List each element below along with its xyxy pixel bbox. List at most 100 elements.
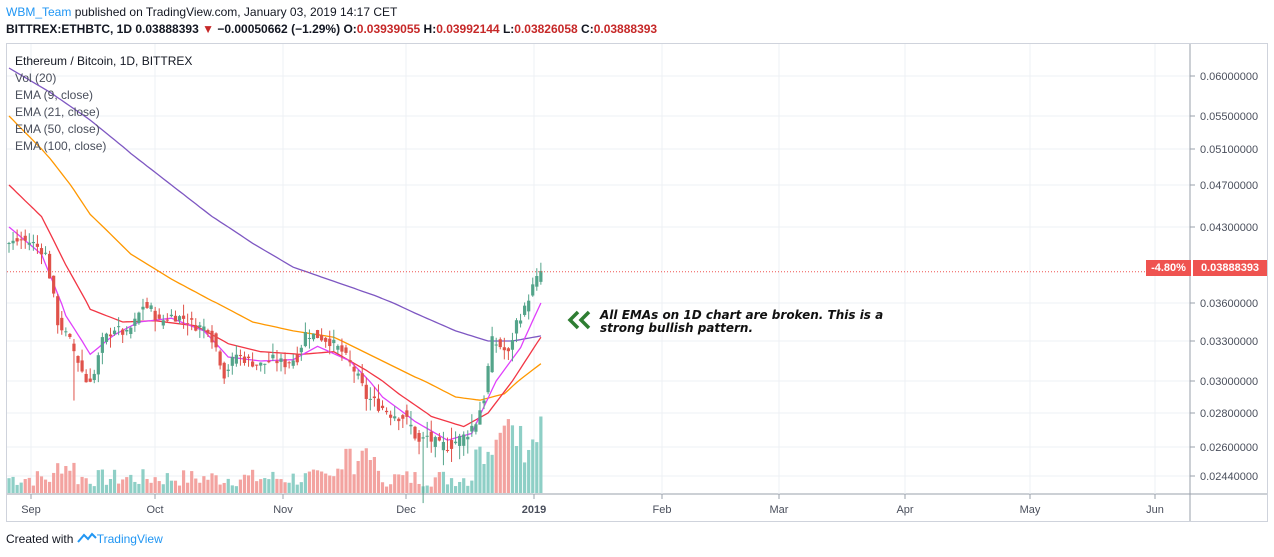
y-tick-label: 0.03600000 bbox=[1200, 298, 1258, 310]
author-link[interactable]: WBM_Team bbox=[6, 5, 72, 19]
volume-bar bbox=[31, 485, 35, 493]
volume-bar bbox=[518, 425, 523, 493]
candle-body bbox=[15, 238, 19, 242]
candle-body bbox=[466, 436, 470, 440]
volume-bar bbox=[535, 442, 539, 493]
candle-body bbox=[449, 440, 454, 449]
candle-body bbox=[255, 364, 259, 366]
volume-bar bbox=[372, 456, 376, 493]
volume-bar bbox=[417, 483, 421, 493]
volume-bar bbox=[11, 476, 15, 493]
candle-body bbox=[169, 314, 173, 317]
candle-body bbox=[92, 373, 96, 381]
candle-body bbox=[417, 432, 421, 442]
candle-body bbox=[68, 333, 72, 338]
candle-body bbox=[259, 362, 263, 366]
candle-body bbox=[60, 317, 64, 331]
volume-bar bbox=[454, 486, 458, 493]
x-tick-label: Oct bbox=[146, 504, 163, 516]
volume-bar bbox=[7, 478, 11, 493]
y-tick-label: 0.04300000 bbox=[1200, 222, 1258, 234]
volume-bar bbox=[405, 471, 409, 493]
volume-bar bbox=[202, 476, 206, 493]
y-tick-label: 0.06000000 bbox=[1200, 71, 1258, 83]
candle-body bbox=[165, 319, 169, 321]
candle-body bbox=[535, 276, 539, 287]
candle-body bbox=[360, 373, 364, 384]
volume-bar bbox=[376, 470, 381, 493]
candle-body bbox=[478, 410, 482, 425]
candle-body bbox=[299, 347, 303, 353]
candle-body bbox=[437, 437, 441, 441]
volume-bar bbox=[433, 477, 437, 493]
open-value: 0.03939055 bbox=[356, 22, 421, 36]
volume-bar bbox=[76, 484, 80, 493]
candle-body bbox=[88, 378, 92, 382]
x-tick-label: 2019 bbox=[522, 504, 546, 516]
y-tick-label: 0.02600000 bbox=[1200, 442, 1258, 454]
volume-bar bbox=[291, 473, 295, 493]
candle-body bbox=[263, 363, 267, 365]
chart-legend: Ethereum / Bitcoin, 1D, BITTREX Vol (20)… bbox=[15, 53, 192, 155]
candle-body bbox=[291, 360, 295, 366]
volume-bar bbox=[19, 482, 23, 493]
x-tick-label: Mar bbox=[770, 504, 789, 516]
close-label: C: bbox=[581, 22, 594, 36]
candle-body bbox=[384, 410, 389, 413]
volume-bar bbox=[506, 419, 510, 493]
candle-body bbox=[251, 361, 255, 367]
volume-bar bbox=[64, 466, 68, 493]
candle-body bbox=[80, 360, 84, 372]
volume-bar bbox=[169, 480, 173, 493]
candle-body bbox=[222, 362, 226, 379]
volume-bar bbox=[251, 469, 255, 493]
low-value: 0.03826058 bbox=[514, 22, 578, 36]
candle-body bbox=[76, 356, 80, 363]
volume-bar bbox=[181, 470, 186, 493]
volume-bar bbox=[425, 485, 429, 493]
volume-bar bbox=[474, 449, 478, 493]
candle-body bbox=[332, 339, 336, 344]
y-tick-label: 0.02800000 bbox=[1200, 408, 1258, 420]
volume-bar bbox=[470, 480, 474, 493]
candle-body bbox=[108, 334, 113, 337]
volume-bar bbox=[299, 482, 303, 493]
legend-vol: Vol (20) bbox=[15, 71, 57, 85]
candle-body bbox=[226, 369, 230, 371]
candle-body bbox=[210, 330, 214, 343]
volume-bar bbox=[129, 474, 133, 493]
candle-body bbox=[121, 329, 125, 335]
high-value: 0.03992144 bbox=[436, 22, 500, 36]
x-tick-label: Dec bbox=[396, 504, 416, 516]
candle-body bbox=[506, 348, 510, 352]
chart-frame bbox=[6, 43, 1268, 522]
volume-bar bbox=[149, 482, 153, 493]
candle-body bbox=[242, 356, 247, 363]
candle-body bbox=[283, 359, 287, 368]
x-tick-label: Jun bbox=[1146, 504, 1164, 516]
candle-body bbox=[133, 318, 137, 326]
open-label: O: bbox=[343, 22, 357, 36]
volume-bar bbox=[283, 482, 287, 493]
candle-body bbox=[490, 336, 494, 373]
candle-body bbox=[441, 441, 446, 451]
volume-bar bbox=[490, 454, 494, 493]
candle-body bbox=[7, 243, 11, 245]
volume-bar bbox=[315, 470, 320, 493]
volume-bar bbox=[332, 476, 336, 493]
volume-bar bbox=[112, 469, 117, 493]
volume-bar bbox=[190, 471, 194, 493]
volume-bar bbox=[380, 482, 385, 493]
volume-bar bbox=[336, 468, 340, 493]
volume-bar bbox=[340, 469, 344, 493]
candle-body bbox=[502, 347, 506, 351]
legend-title: Ethereum / Bitcoin, 1D, BITTREX bbox=[15, 54, 193, 68]
volume-bar bbox=[210, 473, 214, 493]
volume-bar bbox=[108, 479, 113, 493]
volume-bar bbox=[482, 463, 486, 493]
volume-bar bbox=[100, 469, 104, 493]
footer-brand[interactable]: TradingView bbox=[96, 532, 163, 546]
volume-bar bbox=[514, 446, 519, 493]
candle-body bbox=[214, 333, 218, 348]
